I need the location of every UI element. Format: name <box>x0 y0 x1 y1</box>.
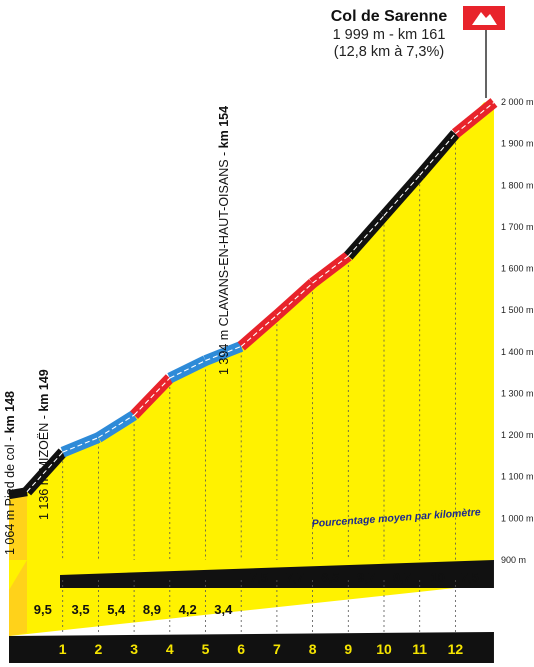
ground-band: 9,5 3,5 5,4 8,9 4,2 3,47,5 7,7 6,5 9,7 9,7 10 7,51 2… <box>9 560 494 663</box>
waypoint-altitude: 1 394 m CLAVANS-EN-HAUT-OISANS - <box>217 148 231 375</box>
gradient-segment <box>273 279 317 320</box>
ridge-dash <box>26 451 64 493</box>
gradient-label: 9,7 <box>357 570 375 585</box>
km-marker-label: 7 <box>273 641 281 657</box>
gradient-label: 9,5 <box>34 602 52 617</box>
gradient-label: 10 <box>430 570 444 585</box>
km-marker-label: 11 <box>412 641 427 657</box>
gradient-label: 7,5 <box>250 570 268 585</box>
altitude-tick-label: 900 m <box>501 555 526 565</box>
altitude-axis: 900 m 1 000 m 1 100 m 1 200 m 1 300 m 1 400 m… <box>501 97 534 565</box>
altitude-tick-label: 1 700 m <box>501 222 534 232</box>
ridge-dash <box>205 345 242 362</box>
summit-climb-summary: (12,8 km à 7,3%) <box>334 44 444 60</box>
altitude-tick-label: 1 000 m <box>501 513 534 523</box>
gradient-segment <box>237 311 281 351</box>
gradient-label: 3,4 <box>214 602 233 617</box>
lower-start-band <box>9 560 27 636</box>
altitude-tick-label: 1 600 m <box>501 264 534 274</box>
ridge-dash <box>62 437 99 453</box>
gradient-segment <box>309 251 352 288</box>
altitude-tick-label: 2 000 m <box>501 97 534 107</box>
km-marker-label: 2 <box>95 641 103 657</box>
gradient-label: 7,5 <box>461 570 479 585</box>
km-marker-label: 10 <box>376 641 392 657</box>
ridge-dash <box>383 174 421 217</box>
km-marker-label: 1 <box>59 641 67 657</box>
altitude-tick-label: 1 900 m <box>501 139 534 149</box>
waypoint-km: km 149 <box>37 369 51 411</box>
km-marker-label: 12 <box>448 641 464 657</box>
waypoint-altitude: 1 064 m Pied de col - <box>3 433 17 555</box>
summit-header: Col de Sarenne 1 999 m - km 161 (12,8 km… <box>331 8 448 60</box>
altitude-tick-label: 1 300 m <box>501 388 534 398</box>
start-band-cap <box>8 487 28 500</box>
mountain-flag-icon <box>463 6 505 98</box>
km-marker-label: 3 <box>130 641 138 657</box>
gradient-label: 5,4 <box>107 602 126 617</box>
km-marker-label: 9 <box>344 641 352 657</box>
start-band <box>9 491 27 562</box>
gradient-label: 3,5 <box>72 602 90 617</box>
waypoint-label: 1 394 m CLAVANS-EN-HAUT-OISANS - km 154 <box>217 106 231 375</box>
km-marker-strip <box>9 632 494 663</box>
gradient-label: 6,5 <box>321 570 339 585</box>
ridge-dash <box>133 377 171 416</box>
summit-detail: 1 999 m - km 161 <box>333 27 446 43</box>
altitude-tick-label: 1 400 m <box>501 347 534 357</box>
ridge-dash <box>98 414 135 439</box>
km-marker-label: 8 <box>309 641 317 657</box>
altitude-tick-label: 1 500 m <box>501 305 534 315</box>
gradient-colored-ridge <box>22 98 498 496</box>
km-marker-label: 4 <box>166 641 174 657</box>
altitude-tick-label: 1 100 m <box>501 472 534 482</box>
waypoint-label: 1 064 m Pied de col - km 148 <box>3 391 17 555</box>
gradient-label: 4,2 <box>179 602 197 617</box>
gradient-label: 7,7 <box>286 570 304 585</box>
waypoint-labels: 1 064 m Pied de col - km 148 1 136 m MIZO… <box>3 106 231 555</box>
waypoint-label: 1 136 m MIZOËN - km 149 <box>37 369 51 520</box>
altitude-tick-label: 1 200 m <box>501 430 534 440</box>
ridge-dash <box>455 101 495 135</box>
waypoint-km: km 154 <box>217 106 231 148</box>
ground-dark-edge <box>60 560 494 588</box>
ridge-dash <box>169 360 206 379</box>
km-marker-label: 6 <box>237 641 245 657</box>
ridge-dash <box>419 133 456 176</box>
km-gridlines <box>62 137 456 560</box>
gradient-label: 9,7 <box>393 570 411 585</box>
gradient-label: 8,9 <box>143 602 161 617</box>
waypoint-altitude: 1 136 m MIZOËN - <box>37 412 51 520</box>
altitude-tick-label: 1 800 m <box>501 180 534 190</box>
km-marker-label: 5 <box>202 641 210 657</box>
summit-name: Col de Sarenne <box>331 8 448 25</box>
waypoint-km: km 148 <box>3 391 17 433</box>
ridge-dash <box>347 215 385 257</box>
